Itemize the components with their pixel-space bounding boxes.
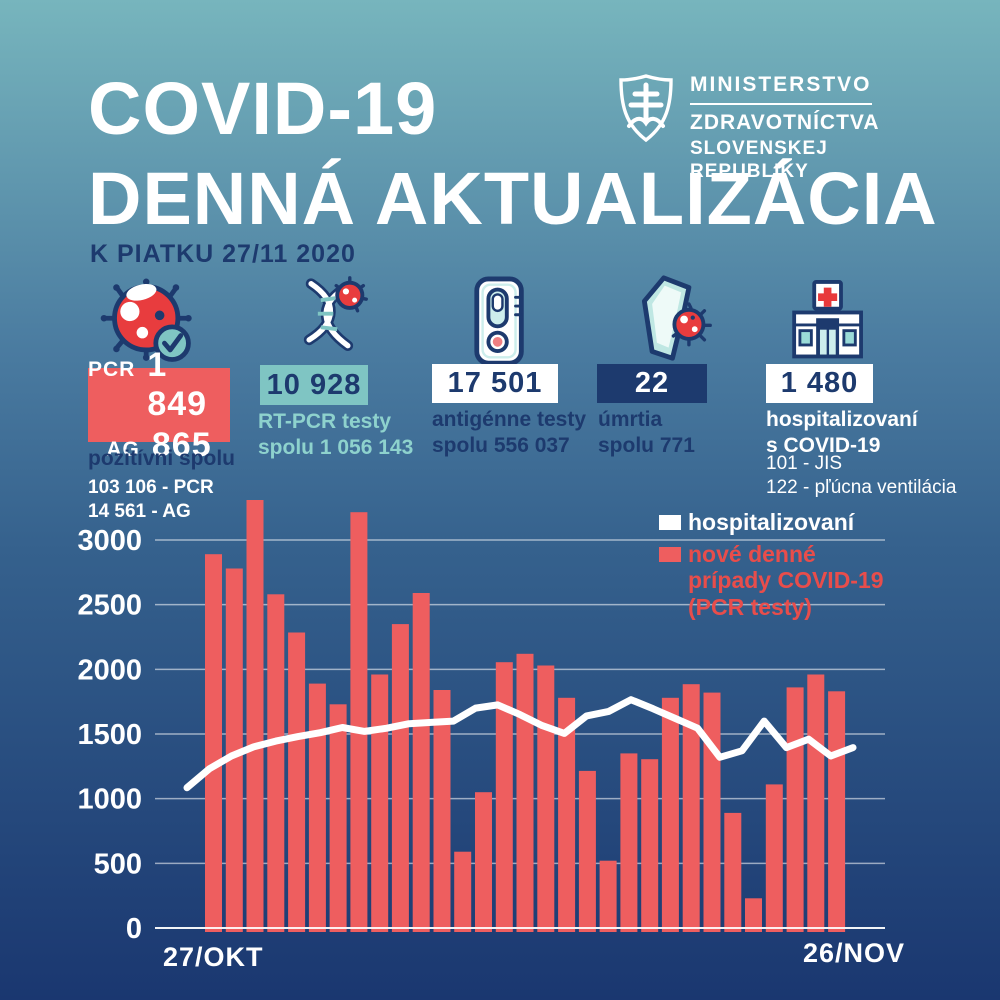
y-tick-label-3000: 3000: [77, 525, 142, 557]
bar-27/10: [205, 554, 222, 932]
bar-21/11: [724, 812, 742, 932]
badge-antigen-tests: 17 501: [432, 364, 558, 403]
caption-deaths-line1: úmrtia: [598, 408, 663, 431]
caption-antigen-tests: antigénne testy spolu 556 037: [432, 407, 586, 458]
bar-14/11: [578, 770, 596, 932]
y-tick-label-1500: 1500: [77, 719, 142, 751]
ministry-name-line1: MINISTERSTVO: [690, 72, 872, 106]
details-positive-breakdown: 103 106 - PCR 14 561 - AG: [88, 476, 214, 524]
bar-26/11: [828, 691, 846, 932]
bar-20/11: [703, 692, 721, 932]
bar-12/11: [537, 665, 555, 932]
caption-rtpcr-line2: spolu 1 056 143: [258, 435, 414, 459]
y-tick-label-2000: 2000: [77, 654, 142, 686]
caption-hospitalized: hospitalizovaní s COVID-19: [766, 407, 918, 458]
virus-check-icon: [100, 278, 192, 362]
bar-24/11: [786, 687, 804, 932]
bar-28/10: [225, 568, 243, 932]
bar-23/11: [765, 784, 783, 932]
dna-virus-icon: [303, 276, 368, 351]
slovak-coat-of-arms-icon: [619, 74, 673, 143]
caption-rtpcr-line1: RT-PCR testy: [258, 410, 392, 433]
detail-pcr-total: 103 106 - PCR: [88, 477, 214, 498]
y-tick-label-1000: 1000: [77, 784, 142, 816]
bar-31/10: [288, 632, 306, 932]
detail-ag-total: 14 561 - AG: [88, 500, 191, 522]
caption-deaths-line2: spolu 771: [598, 433, 695, 457]
caption-antigen-line1: antigénne testy: [432, 408, 587, 431]
legend-swatch-new-cases: [659, 547, 681, 562]
legend-label-hospitalized: hospitalizovaní: [688, 509, 855, 535]
caption-deaths: úmrtia spolu 771: [598, 407, 695, 458]
bar-08/11: [454, 851, 472, 932]
caption-hospitalized-line2: s COVID-19: [766, 433, 881, 457]
badge-deaths: 22: [597, 364, 707, 403]
bar-01/11: [308, 683, 326, 932]
bar-22/11: [745, 898, 762, 932]
bar-03/11: [350, 512, 368, 932]
bar-13/11: [558, 697, 576, 932]
caption-rtpcr-tests: RT-PCR testy spolu 1 056 143: [258, 409, 413, 460]
page-subtitle-date: K PIATKU 27/11 2020: [90, 240, 356, 268]
detail-ventilation: 122 - pľúcna ventilácia: [766, 476, 957, 498]
caption-antigen-line2: spolu 556 037: [432, 433, 570, 457]
coffin-virus-icon: [641, 275, 712, 361]
bar-09/11: [475, 792, 492, 932]
covid-cases-chart: 0 500 1000 1500 2000 2500 3000 27/OKT 26/NOV: [77, 500, 905, 972]
detail-icu: 101 - JIS: [766, 453, 843, 474]
x-label-end: 26/NOV: [803, 938, 905, 968]
bar-15/11: [599, 860, 617, 932]
bar-16/11: [620, 753, 638, 932]
bar-02/11: [329, 704, 347, 932]
caption-positive-total: pozitívni spolu: [88, 447, 235, 470]
bar-30/10: [267, 594, 285, 932]
legend-new-cases-line2: prípady COVID-19: [688, 567, 884, 594]
bar-19/11: [682, 684, 700, 932]
page-title-line2: DENNÁ AKTUALIZÁCIA: [88, 157, 938, 240]
y-tick-label-0: 0: [126, 913, 142, 945]
bar-29/10: [246, 500, 264, 932]
bar-06/11: [412, 593, 430, 932]
ministry-logo: MINISTERSTVO ZDRAVOTNÍCTVA SLOVENSKEJ RE…: [618, 72, 918, 184]
bar-18/11: [661, 697, 679, 932]
antigen-test-icon: [474, 276, 524, 366]
legend-new-cases-line3: (PCR testy): [688, 593, 812, 620]
badge-ag-value: 865: [151, 425, 212, 464]
hospitalized-line: [183, 696, 857, 792]
hospital-icon: [792, 280, 863, 359]
caption-hospitalized-line1: hospitalizovaní: [766, 408, 918, 431]
badge-rtpcr-tests: 10 928: [260, 365, 368, 405]
bar-05/11: [391, 624, 409, 932]
y-tick-label-500: 500: [94, 848, 142, 880]
badge-pcr-value: 1 849: [147, 345, 208, 423]
badge-positive-total: PCR 1 849 AG 865: [88, 346, 230, 464]
ministry-name-line3: SLOVENSKEJ REPUBLIKY: [690, 137, 828, 183]
legend-new-cases-line1: nové denné: [688, 541, 816, 567]
page-title-line1: COVID-19: [88, 67, 438, 150]
badge-ag-label: AG: [106, 437, 140, 461]
bar-17/11: [641, 759, 659, 932]
legend-label-new-cases: nové denné prípady COVID-19 (PCR testy): [688, 541, 884, 620]
bar-07/11: [433, 690, 451, 932]
bar-04/11: [371, 674, 389, 932]
ministry-name-line2: ZDRAVOTNÍCTVA: [690, 111, 880, 135]
bar-25/11: [807, 674, 825, 932]
x-label-start: 27/OKT: [163, 942, 264, 972]
bar-11/11: [516, 653, 534, 932]
legend-swatch-hospitalized: [659, 515, 681, 530]
details-hospitalized-breakdown: 101 - JIS 122 - pľúcna ventilácia: [766, 452, 956, 500]
y-tick-label-2500: 2500: [77, 590, 142, 622]
badge-hospitalized: 1 480: [766, 364, 873, 403]
bar-10/11: [495, 662, 513, 932]
badge-pcr-label: PCR: [88, 357, 136, 381]
